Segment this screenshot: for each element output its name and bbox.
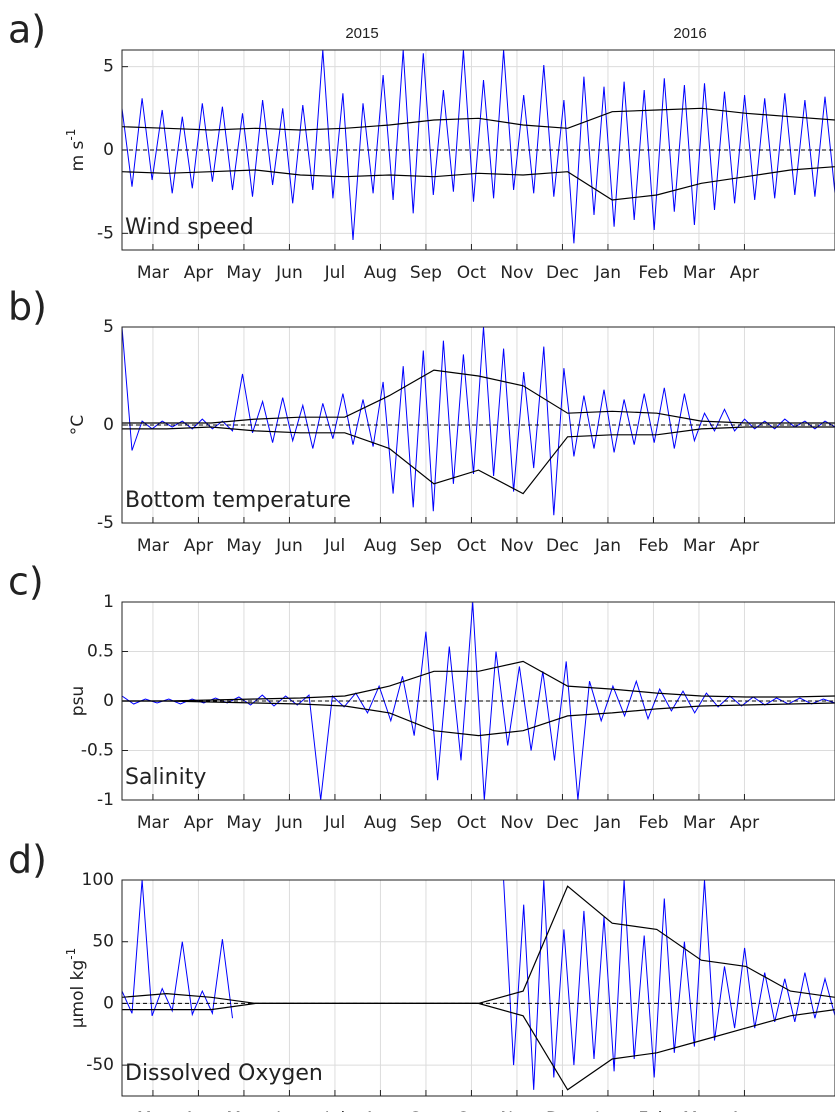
y-tick-label: -1 (97, 790, 114, 810)
x-tick-label: Feb (638, 536, 668, 556)
x-tick-label: Jul (324, 263, 346, 283)
y-axis-label: °C (68, 415, 88, 435)
x-tick-label: Aug (364, 536, 397, 556)
x-tick-label: Mar (137, 813, 169, 833)
x-tick-label: Dec (546, 536, 579, 556)
x-tick-label: Mar (137, 536, 169, 556)
x-tick-label: Sep (410, 263, 442, 283)
panel-annotation: Dissolved Oxygen (125, 1061, 323, 1086)
y-tick-label: 100 (82, 870, 114, 890)
plot-area (122, 880, 835, 1096)
x-tick-label: Feb (638, 813, 668, 833)
year-label: 2016 (673, 25, 706, 42)
x-tick-label: Apr (730, 536, 759, 556)
x-tick-label: Apr (730, 263, 759, 283)
y-tick-label: 5 (103, 317, 114, 337)
panel-label: c) (8, 560, 44, 604)
y-tick-label: 0 (103, 415, 114, 435)
x-tick-label: Apr (184, 813, 213, 833)
x-tick-label: Apr (184, 536, 213, 556)
x-tick-label: Jan (594, 263, 621, 283)
y-axis-label: µmol kg-1 (64, 948, 89, 1029)
y-tick-label: 0.5 (87, 642, 114, 662)
y-tick-label: 5 (103, 57, 114, 77)
year-label: 2015 (345, 25, 378, 42)
plot-frame (121, 601, 835, 801)
x-tick-label: Aug (364, 263, 397, 283)
y-axis-label-text: psu (68, 686, 88, 716)
panel-annotation: Bottom temperature (125, 488, 351, 513)
y-axis-label-text: °C (68, 415, 88, 435)
x-tick-label: Oct (457, 536, 487, 556)
x-tick-label: Feb (638, 263, 668, 283)
y-tick-label: -50 (86, 1055, 114, 1075)
x-tick-label: Mar (137, 263, 169, 283)
y-tick-label: 0 (103, 691, 114, 711)
x-tick-label: Dec (546, 813, 579, 833)
panel-label: b) (8, 285, 47, 329)
x-tick-label: Jun (275, 813, 303, 833)
y-axis-label-text: µmol kg (68, 960, 88, 1029)
y-tick-label: 1 (103, 592, 114, 612)
plot-frame (121, 879, 835, 1097)
y-tick-label: 50 (92, 932, 114, 952)
x-tick-label: Jun (275, 263, 303, 283)
x-tick-label: Jul (324, 813, 346, 833)
x-tick-label: Jun (275, 536, 303, 556)
y-tick-label: -0.5 (81, 741, 114, 761)
x-tick-label: May (226, 263, 261, 283)
y-axis-label: m s-1 (64, 129, 89, 172)
x-tick-label: Apr (184, 263, 213, 283)
y-tick-label: -5 (97, 223, 114, 243)
x-tick-label: Nov (500, 263, 533, 283)
x-tick-label: May (226, 536, 261, 556)
envelope-line (122, 426, 835, 495)
y-axis-label-sup: -1 (64, 129, 78, 141)
x-tick-label: Mar (683, 263, 715, 283)
plot-frame (121, 326, 835, 524)
envelope-line (122, 369, 835, 424)
envelope-line (122, 660, 835, 702)
panel-annotation: Salinity (125, 765, 206, 790)
y-tick-label: 0 (103, 140, 114, 160)
envelope-line (122, 1002, 835, 1091)
plot-frame (121, 49, 835, 251)
x-tick-label: Nov (500, 536, 533, 556)
y-axis-label-sup: -1 (64, 948, 78, 960)
y-axis-label: psu (68, 686, 88, 716)
signal-line (121, 601, 835, 801)
panel-annotation: Wind speed (125, 215, 254, 240)
envelope-line (122, 700, 835, 737)
x-tick-label: Nov (500, 813, 533, 833)
x-tick-label: Jul (324, 536, 346, 556)
x-tick-label: Jan (594, 813, 621, 833)
y-axis-label-text: m s (68, 140, 88, 171)
y-tick-label: -5 (97, 513, 114, 533)
x-tick-label: Oct (457, 263, 487, 283)
x-tick-label: Mar (683, 536, 715, 556)
x-tick-label: Sep (410, 536, 442, 556)
x-tick-label: Sep (410, 813, 442, 833)
x-tick-label: Mar (683, 813, 715, 833)
panel-label: d) (8, 838, 47, 882)
x-tick-label: Dec (546, 263, 579, 283)
signal-line (121, 49, 835, 244)
y-tick-label: 0 (103, 993, 114, 1013)
x-tick-label: Apr (730, 813, 759, 833)
x-tick-label: Aug (364, 813, 397, 833)
envelope-line (121, 107, 835, 131)
signal-line (121, 326, 835, 516)
x-tick-label: May (226, 813, 261, 833)
x-tick-label: Oct (457, 813, 487, 833)
envelope-line (121, 166, 835, 201)
panel-label: a) (8, 8, 46, 52)
x-tick-label: Jan (594, 536, 621, 556)
